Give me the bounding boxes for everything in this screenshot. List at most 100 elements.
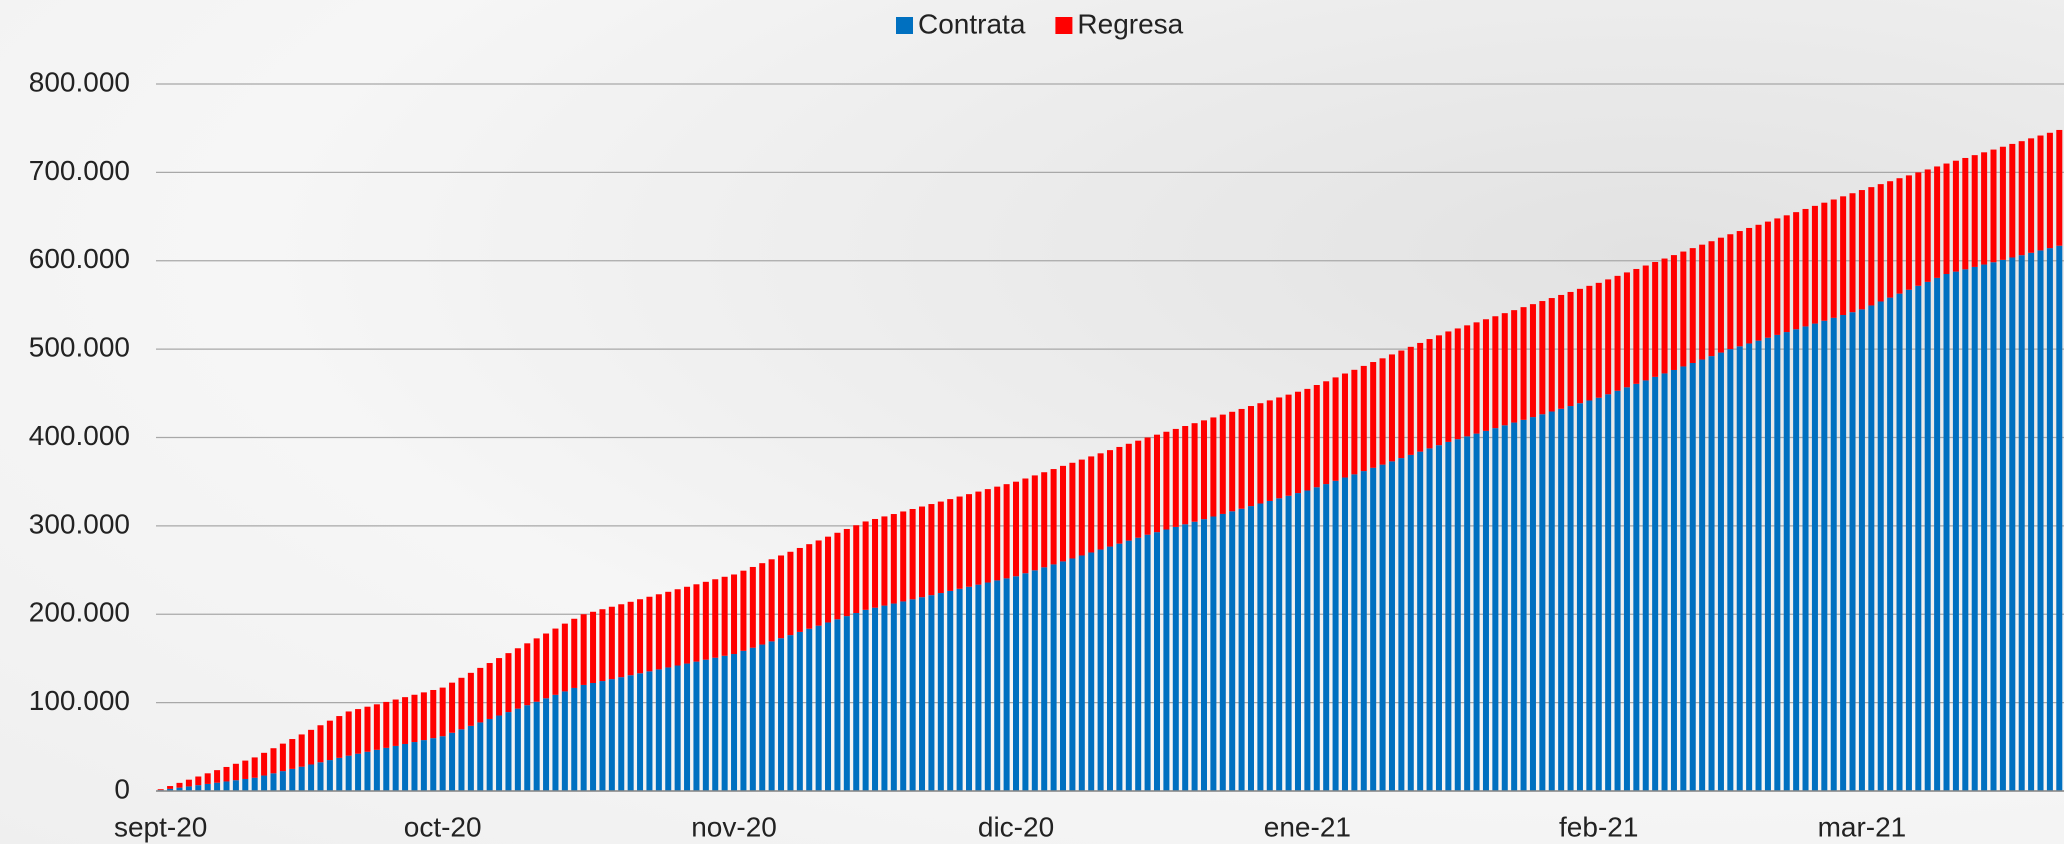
bar-segment: [1699, 360, 1705, 791]
bar-segment: [355, 709, 361, 754]
bar-segment: [1925, 282, 1931, 791]
bar-segment: [590, 612, 596, 683]
bar-segment: [1098, 453, 1104, 549]
bar-segment: [1624, 387, 1630, 791]
bar-segment: [1088, 552, 1094, 791]
bar-segment: [816, 626, 822, 791]
bar-segment: [1267, 501, 1273, 791]
bar-segment: [1558, 295, 1564, 409]
bar-segment: [186, 780, 192, 787]
bar-segment: [477, 722, 483, 791]
bar-segment: [750, 648, 756, 791]
bar-segment: [684, 664, 690, 791]
bar-segment: [1069, 463, 1075, 559]
bar-segment: [740, 571, 746, 651]
bar-segment: [1210, 417, 1216, 516]
bar-segment: [2000, 260, 2006, 791]
bar-segment: [1239, 509, 1245, 791]
bar-segment: [778, 638, 784, 791]
bar-segment: [985, 489, 991, 582]
bar-segment: [712, 579, 718, 657]
bar-segment: [665, 667, 671, 791]
bar-segment: [1380, 465, 1386, 791]
bar-segment: [1652, 262, 1658, 377]
bar-segment: [1013, 576, 1019, 791]
bar-segment: [863, 521, 869, 609]
bar-segment: [449, 733, 455, 791]
bar-segment: [2047, 248, 2053, 791]
bar-segment: [364, 707, 370, 752]
bar-segment: [2000, 147, 2006, 260]
bar-segment: [1502, 313, 1508, 425]
bar-segment: [1568, 406, 1574, 791]
bar-segment: [1060, 561, 1066, 791]
bar-segment: [261, 776, 267, 791]
bar-segment: [1934, 278, 1940, 791]
bar-segment: [1586, 286, 1592, 401]
bar-segment: [1709, 241, 1715, 356]
bar-segment: [928, 595, 934, 791]
bar-segment: [411, 742, 417, 791]
bar-segment: [1323, 484, 1329, 791]
bar-segment: [2056, 130, 2062, 246]
bar-segment: [618, 677, 624, 791]
bar-segment: [496, 716, 502, 791]
bar-segment: [928, 504, 934, 595]
bar-segment: [1398, 351, 1404, 459]
bar-segment: [543, 634, 549, 699]
bar-segment: [552, 629, 558, 695]
bar-segment: [1680, 366, 1686, 791]
bar-segment: [1361, 471, 1367, 791]
bar-segment: [1549, 298, 1555, 411]
bar-segment: [1210, 517, 1216, 791]
bar-segment: [1643, 266, 1649, 381]
bar-segment: [778, 555, 784, 638]
bar-segment: [1972, 267, 1978, 791]
bar-segment: [233, 780, 239, 791]
bar-segment: [966, 494, 972, 587]
bar-segment: [938, 502, 944, 593]
bar-segment: [1671, 370, 1677, 791]
bar-segment: [891, 514, 897, 604]
bar-segment: [280, 744, 286, 771]
bar-segment: [158, 789, 164, 790]
bar-segment: [853, 525, 859, 613]
x-tick-label: ene-21: [1264, 811, 1351, 842]
bar-segment: [1051, 564, 1057, 791]
bar-segment: [1502, 425, 1508, 791]
bar-segment: [1182, 524, 1188, 791]
bar-segment: [1088, 456, 1094, 552]
bar-segment: [910, 509, 916, 599]
legend-label: Contrata: [918, 8, 1026, 39]
bar-segment: [910, 599, 916, 791]
bar-segment: [975, 585, 981, 791]
bar-segment: [1774, 335, 1780, 791]
bar-segment: [1314, 487, 1320, 791]
bar-segment: [1944, 274, 1950, 791]
bar-segment: [844, 529, 850, 616]
bar-segment: [1201, 519, 1207, 791]
bar-segment: [534, 702, 540, 791]
bar-segment: [1173, 429, 1179, 527]
bar-segment: [1492, 428, 1498, 791]
bar-segment: [1765, 222, 1771, 338]
bar-segment: [1990, 150, 1996, 263]
bar-segment: [1577, 289, 1583, 403]
bar-segment: [957, 589, 963, 791]
bar-segment: [1163, 432, 1169, 530]
bar-segment: [1013, 482, 1019, 577]
bar-segment: [609, 607, 615, 679]
bar-segment: [411, 695, 417, 742]
bar-segment: [806, 629, 812, 791]
bar-segment: [1116, 544, 1122, 791]
bar-segment: [252, 757, 258, 777]
bar-segment: [1981, 265, 1987, 791]
bar-segment: [1887, 181, 1893, 297]
bar-segment: [1417, 343, 1423, 452]
y-tick-label: 700.000: [29, 155, 130, 186]
bar-segment: [524, 705, 530, 791]
bar-segment: [1878, 301, 1884, 791]
bar-segment: [872, 608, 878, 791]
bar-segment: [994, 580, 1000, 791]
bar-segment: [1004, 578, 1010, 791]
